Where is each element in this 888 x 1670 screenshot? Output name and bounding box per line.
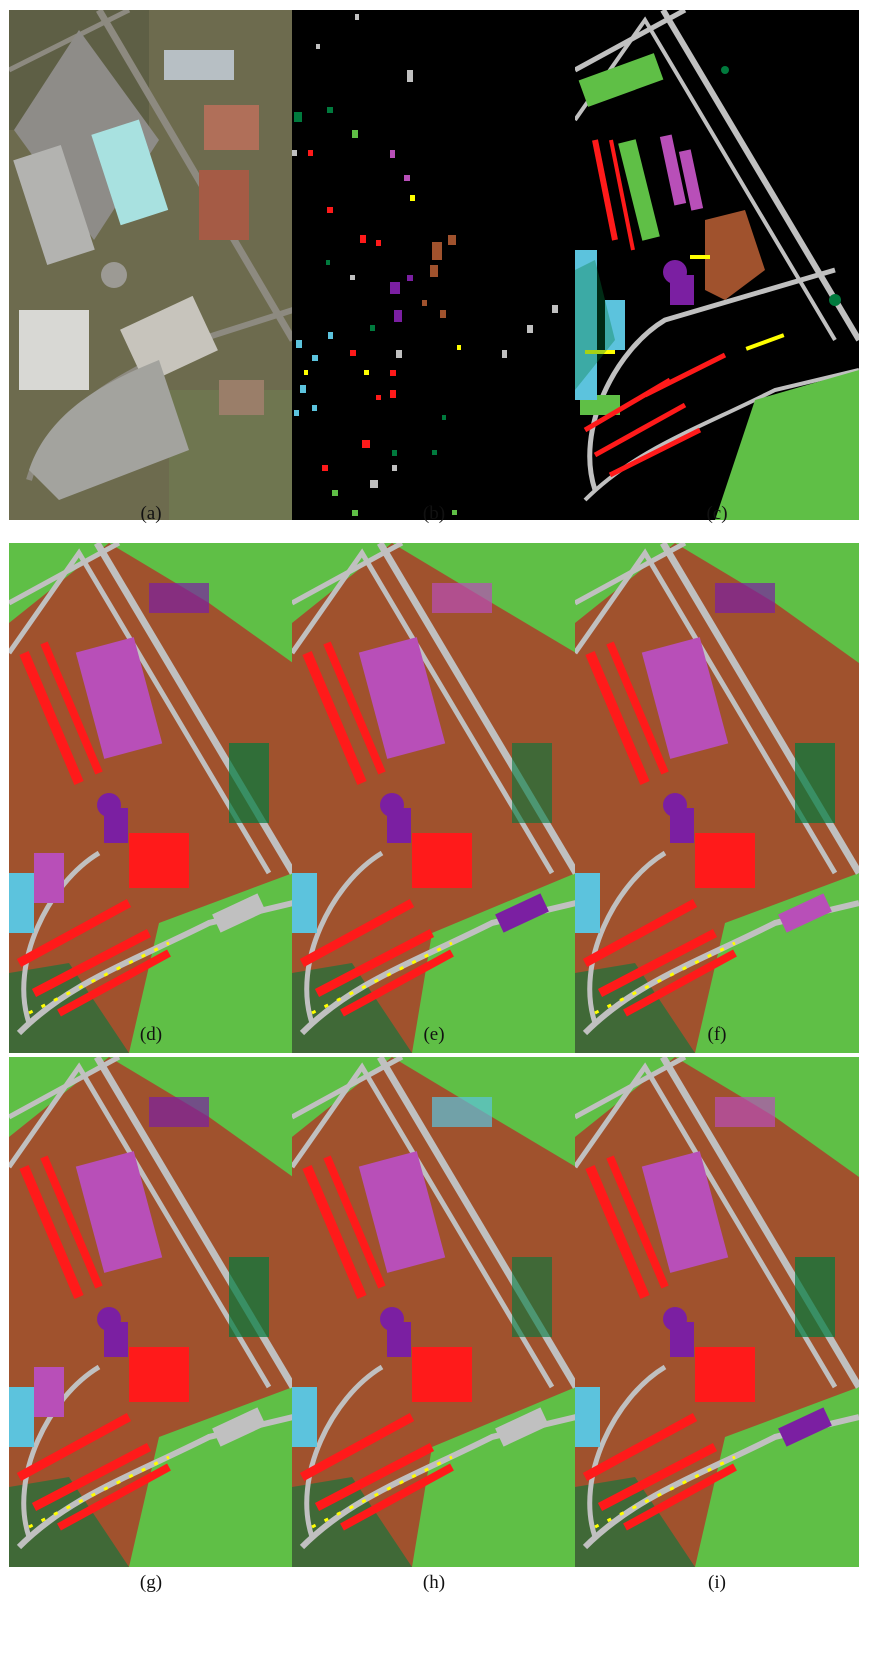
- panel-e-classification: [292, 543, 576, 1053]
- panel-g-classification: [9, 1057, 293, 1567]
- caption-d: (d): [139, 1024, 163, 1045]
- panel-h-classification: [292, 1057, 576, 1567]
- caption-i: (i): [708, 1572, 726, 1593]
- rgb-aerial-image: [9, 10, 293, 520]
- caption-e: (e): [423, 1024, 445, 1045]
- panel-c-ground-truth: [575, 10, 859, 520]
- classification-map-f: [575, 543, 859, 1053]
- classification-map-g: [9, 1057, 293, 1567]
- training-samples-map: [292, 10, 576, 520]
- classification-map-i: [575, 1057, 859, 1567]
- classification-map-h: [292, 1057, 576, 1567]
- caption-f: (f): [707, 1024, 727, 1045]
- caption-b: (b): [422, 503, 446, 524]
- caption-h: (h): [422, 1572, 446, 1593]
- classification-map-d: [9, 543, 293, 1053]
- classification-map-e: [292, 543, 576, 1053]
- panel-d-classification: [9, 543, 293, 1053]
- ground-truth-map: [575, 10, 859, 520]
- caption-g: (g): [139, 1572, 163, 1593]
- panel-a-rgb-image: [9, 10, 293, 520]
- panel-f-classification: [575, 543, 859, 1053]
- panel-b-training-samples: [292, 10, 576, 520]
- caption-c: (c): [706, 503, 728, 524]
- panel-i-classification: [575, 1057, 859, 1567]
- caption-a: (a): [140, 503, 162, 524]
